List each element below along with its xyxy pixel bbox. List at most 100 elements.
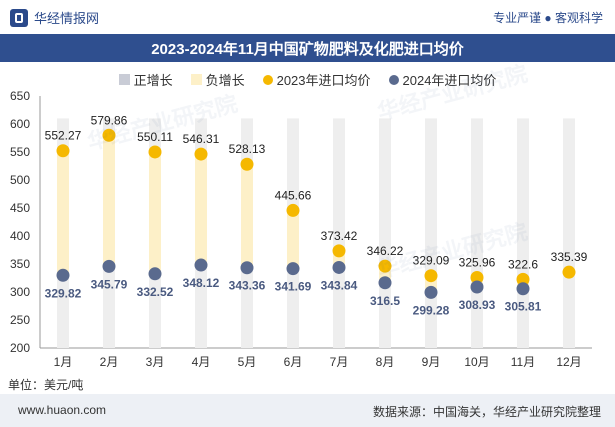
point-2023 (148, 145, 162, 159)
chart-title: 2023-2024年11月中国矿物肥料及化肥进口均价 (0, 34, 615, 62)
legend-item-positive: 正增长 (118, 70, 173, 89)
x-tick-label: 3月 (146, 355, 165, 369)
point-2023 (378, 259, 392, 273)
point-2024 (470, 280, 484, 294)
data-label-2023: 335.39 (551, 250, 588, 264)
legend-item-2024: 2024年进口均价 (388, 70, 497, 89)
data-label-2024: 308.93 (459, 298, 496, 312)
data-label-2024: 343.84 (321, 278, 358, 292)
brand-name: 华经情报网 (34, 11, 100, 26)
legend-item-2023: 2023年进口均价 (262, 70, 371, 89)
change-bar (57, 150, 69, 276)
y-tick-label: 550 (10, 145, 30, 159)
data-label-2024: 348.12 (183, 276, 220, 290)
x-tick-label: 12月 (556, 355, 581, 369)
x-tick-label: 6月 (284, 355, 303, 369)
data-label-2023: 528.13 (229, 142, 266, 156)
x-tick-label: 4月 (192, 355, 211, 369)
point-2024 (286, 262, 300, 276)
point-2024 (516, 282, 530, 296)
data-label-2023: 550.11 (137, 130, 173, 144)
x-tick-label: 7月 (330, 355, 349, 369)
data-label-2023: 552.27 (45, 129, 82, 143)
data-label-2023: 546.31 (183, 132, 220, 146)
point-2023 (332, 244, 346, 258)
x-tick-label: 1月 (54, 355, 73, 369)
legend-label-2023: 2023年进口均价 (276, 73, 371, 88)
data-label-2024: 345.79 (91, 277, 128, 291)
background-bar (333, 118, 345, 349)
footer: www.huaon.com 数据来源：中国海关，华经产业研究院整理 (0, 394, 615, 427)
background-bar (379, 118, 391, 349)
data-label-2024: 332.52 (137, 285, 174, 299)
data-label-2023: 329.09 (413, 254, 450, 268)
point-2024 (240, 261, 254, 275)
point-2024 (332, 260, 346, 274)
data-label-2024: 341.69 (275, 280, 312, 294)
point-2024 (194, 258, 208, 272)
y-tick-label: 250 (10, 313, 30, 327)
point-2023 (562, 265, 576, 279)
legend-swatch-negative (190, 74, 202, 85)
point-2023 (516, 272, 530, 286)
y-tick-label: 200 (10, 341, 30, 355)
data-source: 数据来源：中国海关，华经产业研究院整理 (372, 405, 601, 419)
y-tick-label: 450 (10, 201, 30, 215)
y-tick-label: 600 (10, 117, 30, 131)
data-label-2024: 305.81 (505, 300, 542, 314)
x-tick-label: 11月 (511, 355, 535, 369)
point-2023 (424, 269, 438, 283)
change-bar (241, 164, 253, 268)
x-tick-label: 10月 (464, 355, 489, 369)
x-tick-label: 2月 (100, 355, 119, 369)
point-2023 (194, 147, 208, 161)
slogan: 专业严谨 ● 客观科学 (493, 11, 603, 25)
huajing-logo-icon (10, 8, 28, 27)
legend-label-2024: 2024年进口均价 (402, 73, 497, 88)
data-label-2024: 316.5 (370, 294, 400, 308)
y-tick-label: 650 (10, 89, 30, 103)
unit-label: 单位：美元/吨 (8, 378, 84, 392)
point-2024 (56, 268, 70, 282)
legend-swatch-2024 (388, 74, 399, 85)
legend-label-negative: 负增长 (205, 73, 245, 88)
point-2023 (240, 157, 254, 171)
y-tick-label: 300 (10, 285, 30, 299)
data-label-2024: 343.36 (229, 279, 266, 293)
change-bar (287, 210, 299, 269)
data-label-2023: 325.96 (459, 255, 496, 269)
point-2023 (286, 203, 300, 217)
data-label-2023: 373.42 (321, 229, 358, 243)
point-2024 (424, 285, 438, 299)
legend-label-positive: 正增长 (133, 73, 173, 88)
x-tick-label: 8月 (376, 355, 395, 369)
data-label-2023: 346.22 (367, 244, 404, 258)
point-2023 (470, 270, 484, 284)
background-bar (563, 118, 575, 349)
legend-swatch-2023 (262, 74, 273, 85)
y-tick-label: 400 (10, 229, 30, 243)
legend-swatch-positive (118, 74, 130, 85)
change-bar (149, 151, 161, 274)
point-2023 (102, 128, 116, 142)
data-label-2023: 322.6 (508, 257, 538, 271)
site-url: www.huaon.com (18, 403, 107, 417)
x-tick-label: 9月 (422, 355, 441, 369)
top-bar: 华经情报网 专业严谨 ● 客观科学 (0, 0, 615, 34)
data-label-2023: 445.66 (275, 188, 312, 202)
point-2024 (378, 276, 392, 290)
data-label-2024: 329.82 (45, 286, 82, 300)
point-2024 (102, 259, 116, 273)
x-tick-label: 5月 (238, 355, 257, 369)
change-bar (103, 135, 115, 267)
data-label-2024: 299.28 (413, 303, 450, 317)
chart-legend: 正增长 负增长 2023年进口均价 2024年进口均价 (0, 70, 615, 89)
point-2024 (148, 267, 162, 281)
change-bar (195, 154, 207, 266)
brand: 华经情报网 (10, 8, 99, 27)
chart-plot: 200 250 300 350 400 450 500 550 600 650 1月 2月 3月 4月 5月… (10, 61, 592, 369)
watermark-text: 华经产业研究院 (375, 61, 530, 125)
point-2023 (56, 144, 70, 158)
y-tick-label: 350 (10, 257, 30, 271)
legend-item-negative: 负增长 (190, 70, 245, 89)
